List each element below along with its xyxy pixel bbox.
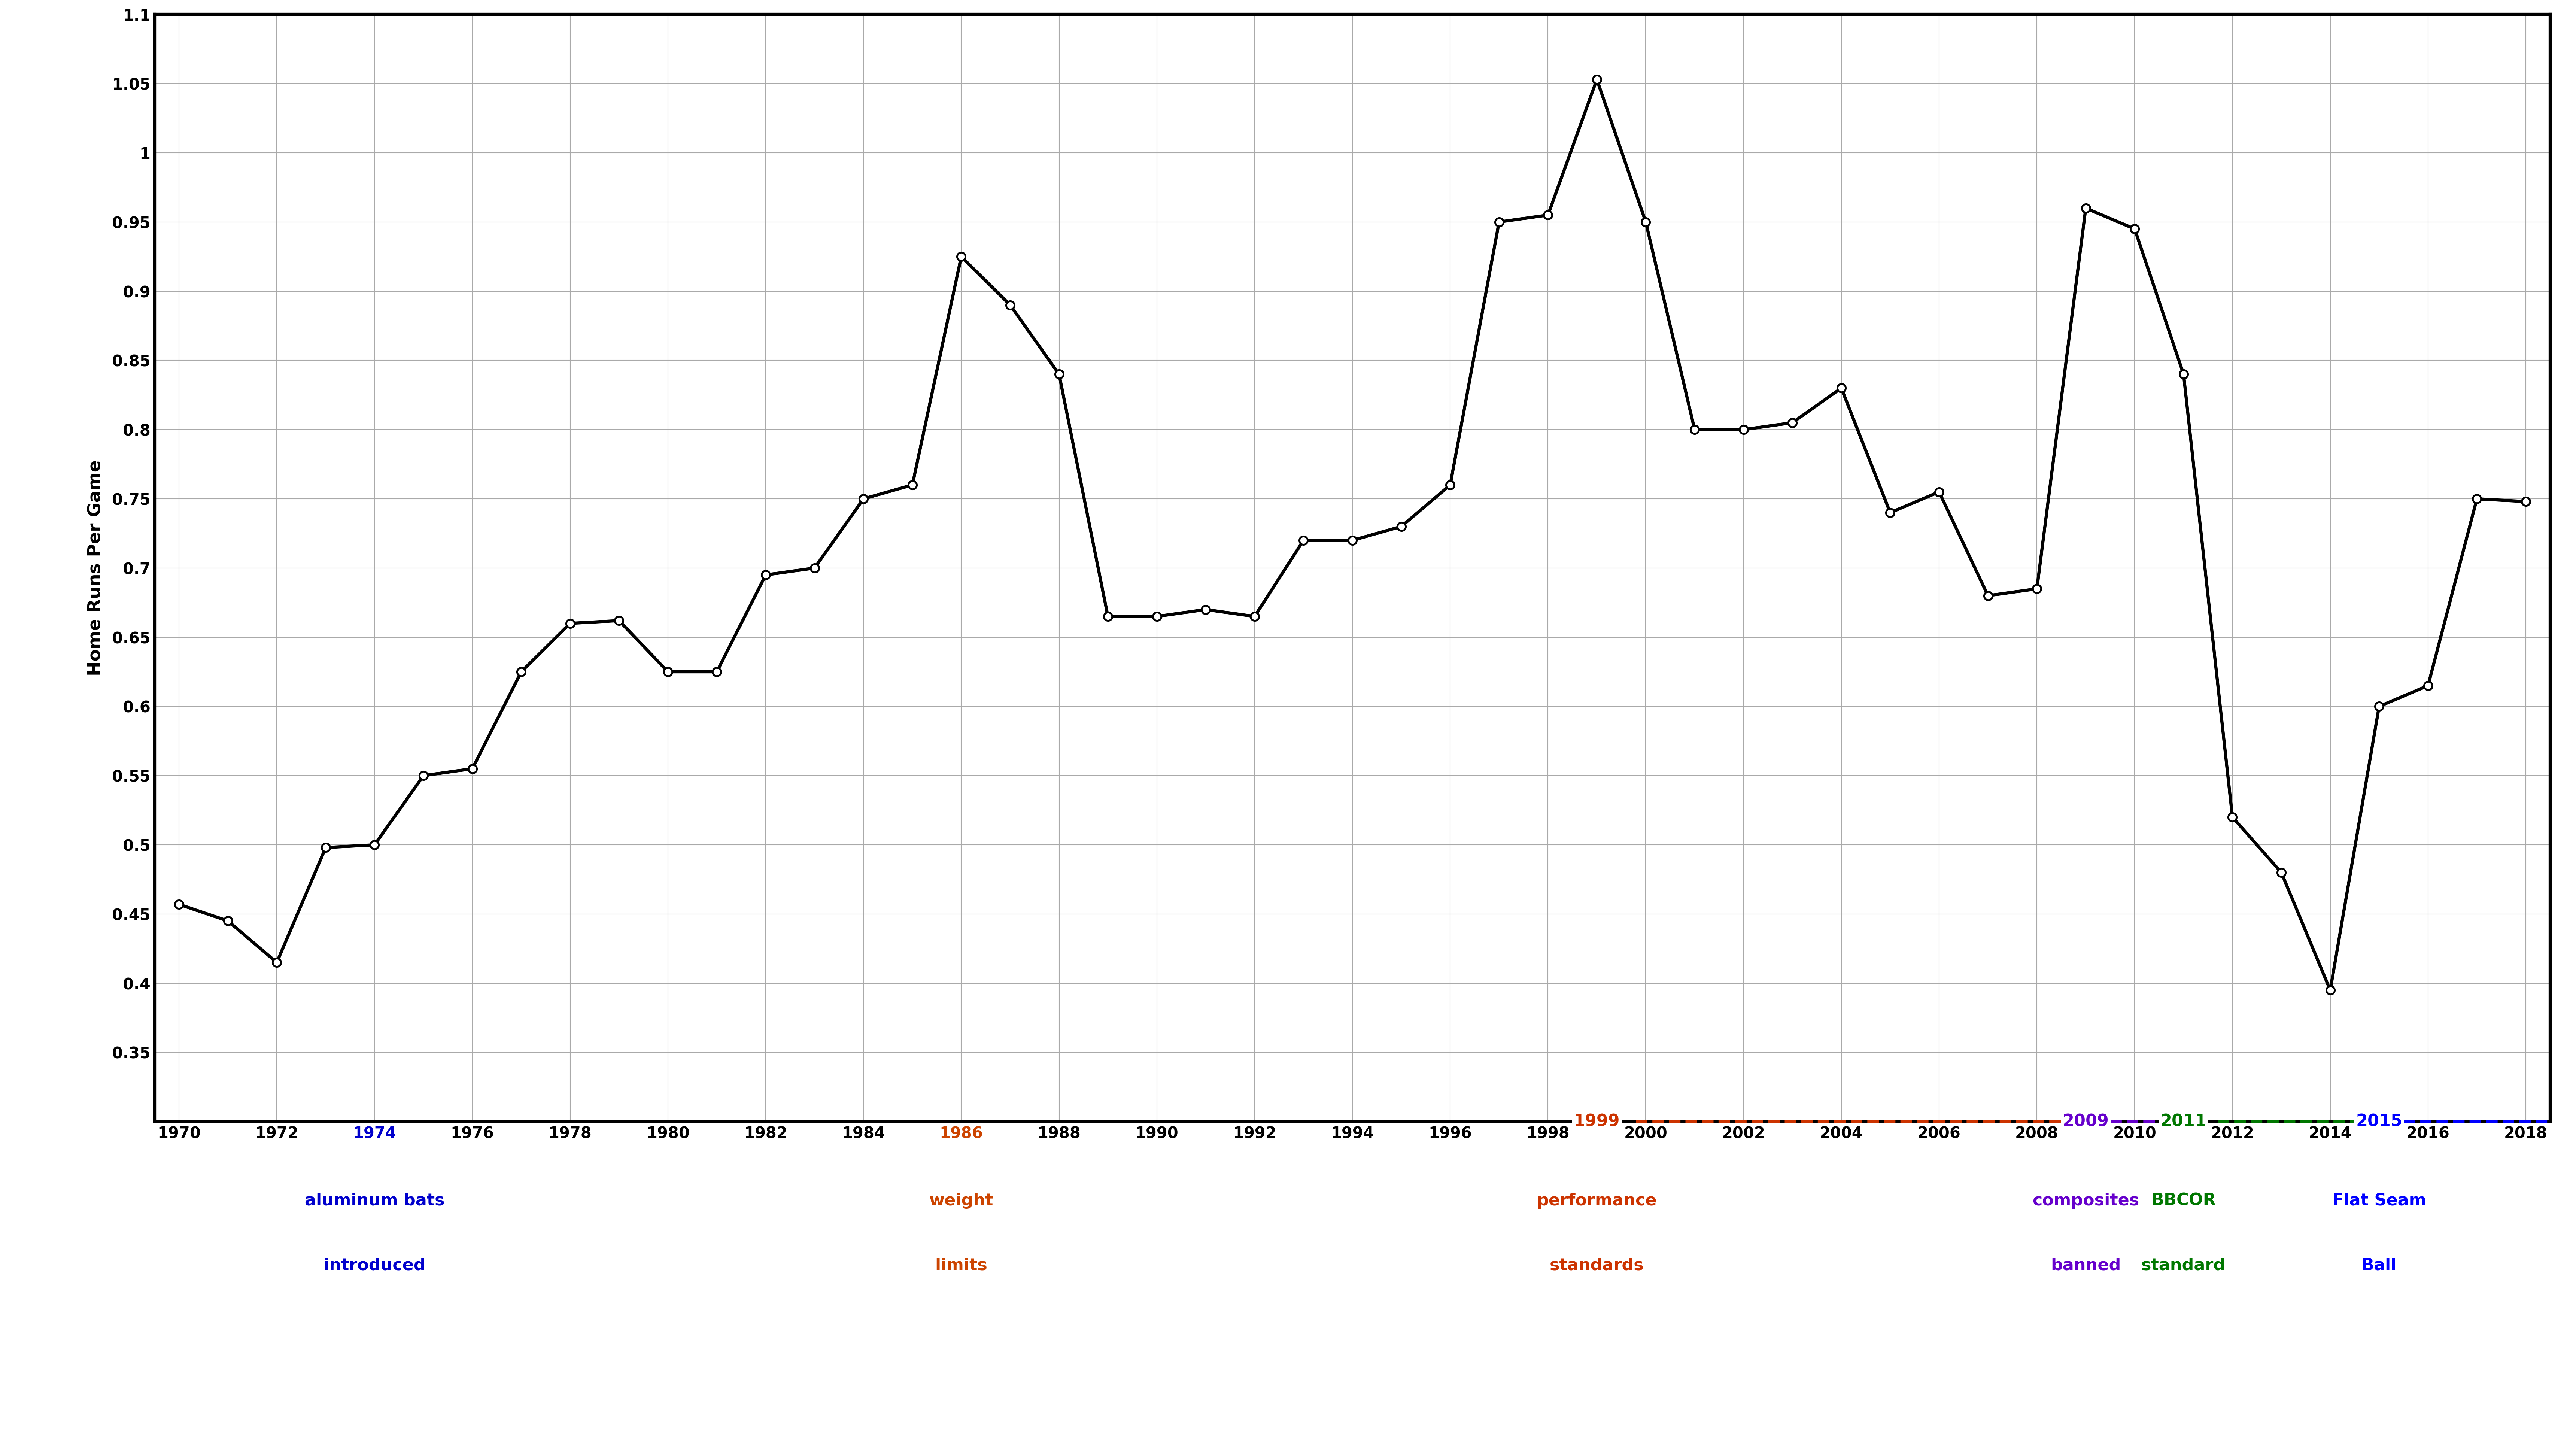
Text: 2015: 2015 — [2357, 1113, 2403, 1130]
Text: introduced: introduced — [325, 1257, 425, 1274]
Text: aluminum bats: aluminum bats — [304, 1192, 446, 1209]
Text: 2011: 2011 — [2161, 1113, 2208, 1130]
Text: standard: standard — [2141, 1257, 2226, 1274]
Text: Flat Seam: Flat Seam — [2331, 1192, 2427, 1209]
Text: 1999: 1999 — [1574, 1113, 1620, 1130]
Text: standards: standards — [1551, 1257, 1643, 1274]
Text: limits: limits — [935, 1257, 987, 1274]
Text: BBCOR: BBCOR — [2151, 1192, 2215, 1209]
Text: performance: performance — [1538, 1192, 1656, 1209]
Text: weight: weight — [930, 1192, 994, 1209]
Y-axis label: Home Runs Per Game: Home Runs Per Game — [88, 460, 103, 676]
Text: banned: banned — [2050, 1257, 2120, 1274]
Text: Ball: Ball — [2362, 1257, 2396, 1274]
Text: composites: composites — [2032, 1192, 2138, 1209]
Text: 2009: 2009 — [2063, 1113, 2110, 1130]
